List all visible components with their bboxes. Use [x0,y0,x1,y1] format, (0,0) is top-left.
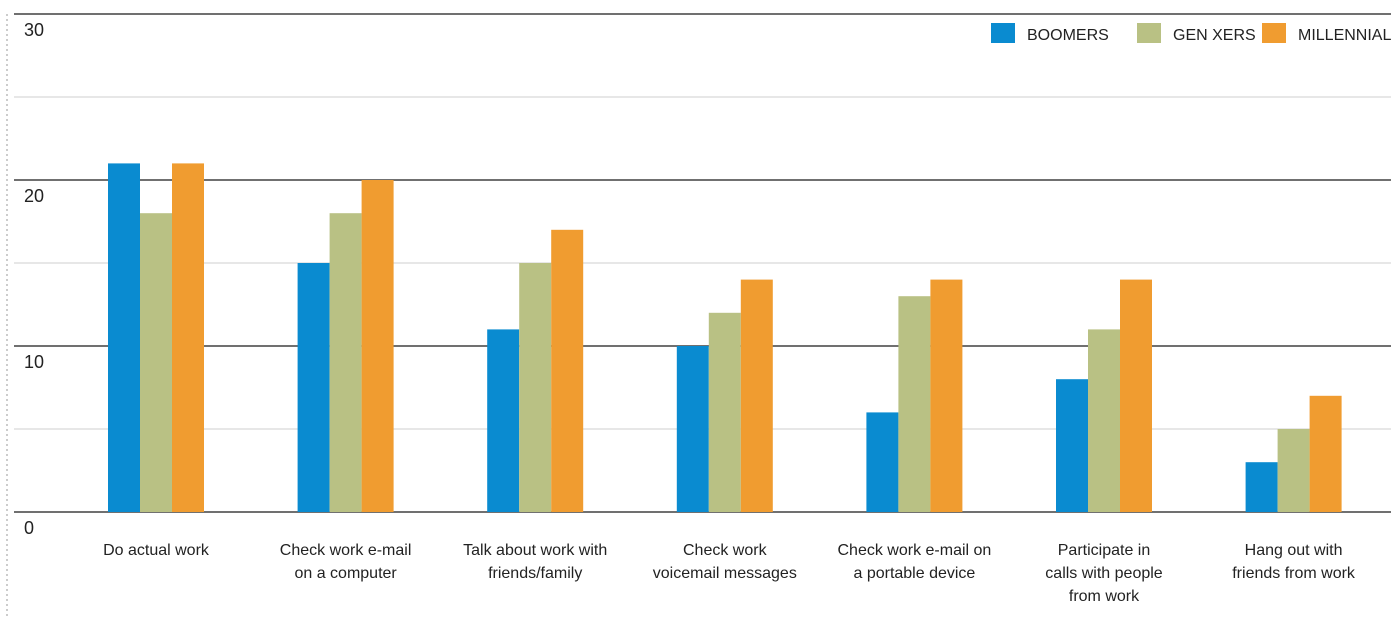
bar-millennials [930,279,963,512]
legend-swatch [1137,23,1161,43]
legend-label: BOOMERS [1027,27,1109,44]
legend-label: GEN XERS [1173,27,1256,44]
y-tick-label: 10 [24,352,44,372]
bar-boomers [1245,462,1278,512]
category-label: Do actual work [103,542,210,559]
bar-boomers [676,346,709,512]
category-label: Check work voicemail messages [653,542,797,582]
legend-swatch [1262,23,1286,43]
y-axis-ticks: 0 10 20 30 [24,20,44,538]
category-label: Talk about work with friends/family [463,542,607,582]
y-tick-label: 20 [24,186,44,206]
y-tick-label: 0 [24,518,34,538]
bar-millennials [1120,279,1152,512]
bar-millennials [740,279,773,512]
bar-millennials [1309,395,1342,512]
bar-gen-xers [1277,429,1310,512]
y-tick-label: 30 [24,20,44,40]
bar-millennials [172,163,204,512]
bar-boomers [487,329,520,512]
legend-swatch [991,23,1015,43]
legend-label: MILLENNIALS [1298,27,1391,44]
bars [108,163,1342,513]
bar-boomers [866,412,899,512]
category-label: Hang out with friends from work [1232,542,1356,582]
bar-gen-xers [329,213,362,512]
category-label: Check work e-mail on a computer [280,542,412,582]
bar-boomers [108,163,140,512]
bar-millennials [361,180,394,512]
category-label: Participate in calls with people from work [1045,542,1163,605]
bar-millennials [551,229,584,513]
bar-boomers [297,263,330,512]
bar-gen-xers [519,263,552,512]
legend: BOOMERS GEN XERS MILLENNIALS [991,23,1391,44]
bar-boomers [1056,379,1088,512]
bar-gen-xers [708,312,741,512]
bar-gen-xers [1088,329,1120,512]
x-axis-labels: Do actual work Check work e-mail on a comp… [103,542,1356,605]
bar-gen-xers [140,213,172,512]
bar-gen-xers [898,296,931,512]
category-label: Check work e-mail on a portable device [837,542,991,582]
